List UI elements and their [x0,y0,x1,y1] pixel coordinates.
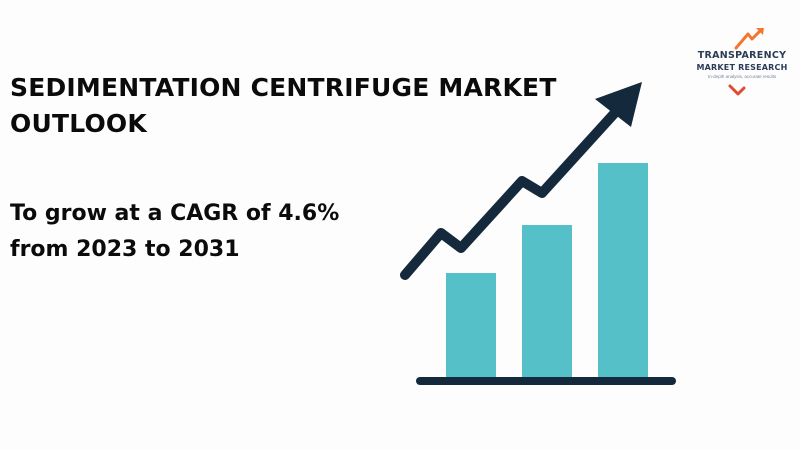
growth-bar-1 [446,273,496,380]
growth-bar-2 [522,225,572,380]
headline-line-1: SEDIMENTATION CENTRIFUGE MARKET [10,73,557,102]
headline-line-2: OUTLOOK [10,109,147,138]
transparency-market-research-logo: TRANSPARENCY MARKET RESEARCH In-depth an… [692,28,792,98]
logo-text-market-research: MARKET RESEARCH [696,63,788,72]
trend-arrow-line [400,100,627,280]
cagr-statement: To grow at a CAGR of 4.6% from 2023 to 2… [10,196,430,268]
trend-arrow-head-icon [595,82,642,127]
upward-arrow-logo-icon [728,28,764,96]
logo-text-transparency: TRANSPARENCY [697,50,787,61]
growth-bar-3 [598,163,648,380]
logo-tagline: In-depth analysis, accurate results [707,74,777,79]
cagr-statement-line-2: from 2023 to 2031 [10,237,240,262]
cagr-statement-line-1: To grow at a CAGR of 4.6% [10,201,340,226]
headline: SEDIMENTATION CENTRIFUGE MARKET OUTLOOK [10,70,630,142]
growth-illustration [400,82,676,385]
